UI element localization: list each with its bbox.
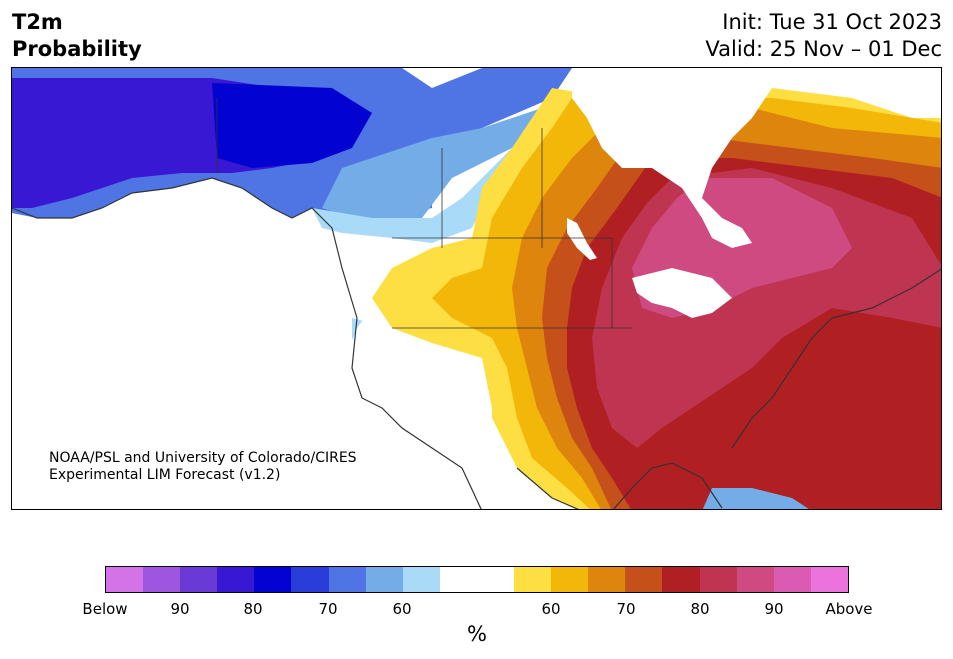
colorbar-segment — [551, 567, 589, 592]
colorbar-segment — [699, 567, 737, 592]
colorbar-segment — [736, 567, 774, 592]
map-outlines — [12, 98, 941, 509]
colorbar-segment — [106, 567, 144, 592]
colorbar-label-above-60: 60 — [541, 600, 561, 618]
colorbar-label-above-70: 70 — [616, 600, 636, 618]
colorbar-label-below-60: 60 — [392, 600, 412, 618]
colorbar-segment — [254, 567, 292, 592]
colorbar-segment — [402, 567, 440, 592]
colorbar-segment — [773, 567, 811, 592]
map-canvas — [12, 68, 941, 509]
great-lakes — [632, 268, 732, 318]
region-pale-blue-north — [312, 148, 512, 243]
colorbar-segment — [625, 567, 663, 592]
region-caribbean-blue — [702, 488, 809, 509]
credit-text: NOAA/PSL and University of Colorado/CIRE… — [49, 450, 357, 484]
colorbar-segment — [365, 567, 403, 592]
colorbar-label-above-90: 90 — [764, 600, 784, 618]
product-label: Probability — [12, 37, 142, 61]
colorbar-segment — [143, 567, 181, 592]
colorbar-label-below: Below — [82, 600, 128, 618]
colorbar-segment — [291, 567, 329, 592]
colorbar-segment — [588, 567, 626, 592]
map-title: T2m Probability — [12, 9, 142, 63]
colorbar-label-above: Above — [825, 600, 873, 618]
variable-label: T2m — [12, 10, 63, 34]
colorbar-segment — [476, 567, 515, 592]
colorbar-segment — [328, 567, 366, 592]
colorbar-label-below-70: 70 — [318, 600, 338, 618]
colorbar-segment — [810, 567, 848, 592]
colorbar-unit: % — [467, 622, 487, 646]
valid-dates: Valid: 25 Nov – 01 Dec — [705, 37, 942, 61]
colorbar-segment — [662, 567, 700, 592]
forecast-dates: Init: Tue 31 Oct 2023 Valid: 25 Nov – 01… — [705, 9, 942, 63]
credit-line-2: Experimental LIM Forecast (v1.2) — [49, 467, 281, 483]
colorbar-label-below-80: 80 — [243, 600, 263, 618]
region-sw-white — [332, 308, 492, 509]
region-yukon-blue — [212, 83, 372, 168]
credit-line-1: NOAA/PSL and University of Colorado/CIRE… — [49, 450, 357, 466]
colorbar-label-above-80: 80 — [690, 600, 710, 618]
region-bc-lightblue — [322, 108, 542, 223]
hudson-bay — [572, 68, 772, 248]
lake-winnipeg — [567, 218, 597, 260]
colorbar-segment — [439, 567, 477, 592]
probability-colorbar — [105, 566, 849, 593]
colorbar-label-below-90: 90 — [170, 600, 190, 618]
probability-map: NOAA/PSL and University of Colorado/CIRE… — [11, 67, 942, 510]
colorbar-segment — [514, 567, 552, 592]
colorbar-segment — [217, 567, 255, 592]
colorbar-segment — [180, 567, 218, 592]
init-date: Init: Tue 31 Oct 2023 — [722, 10, 942, 34]
